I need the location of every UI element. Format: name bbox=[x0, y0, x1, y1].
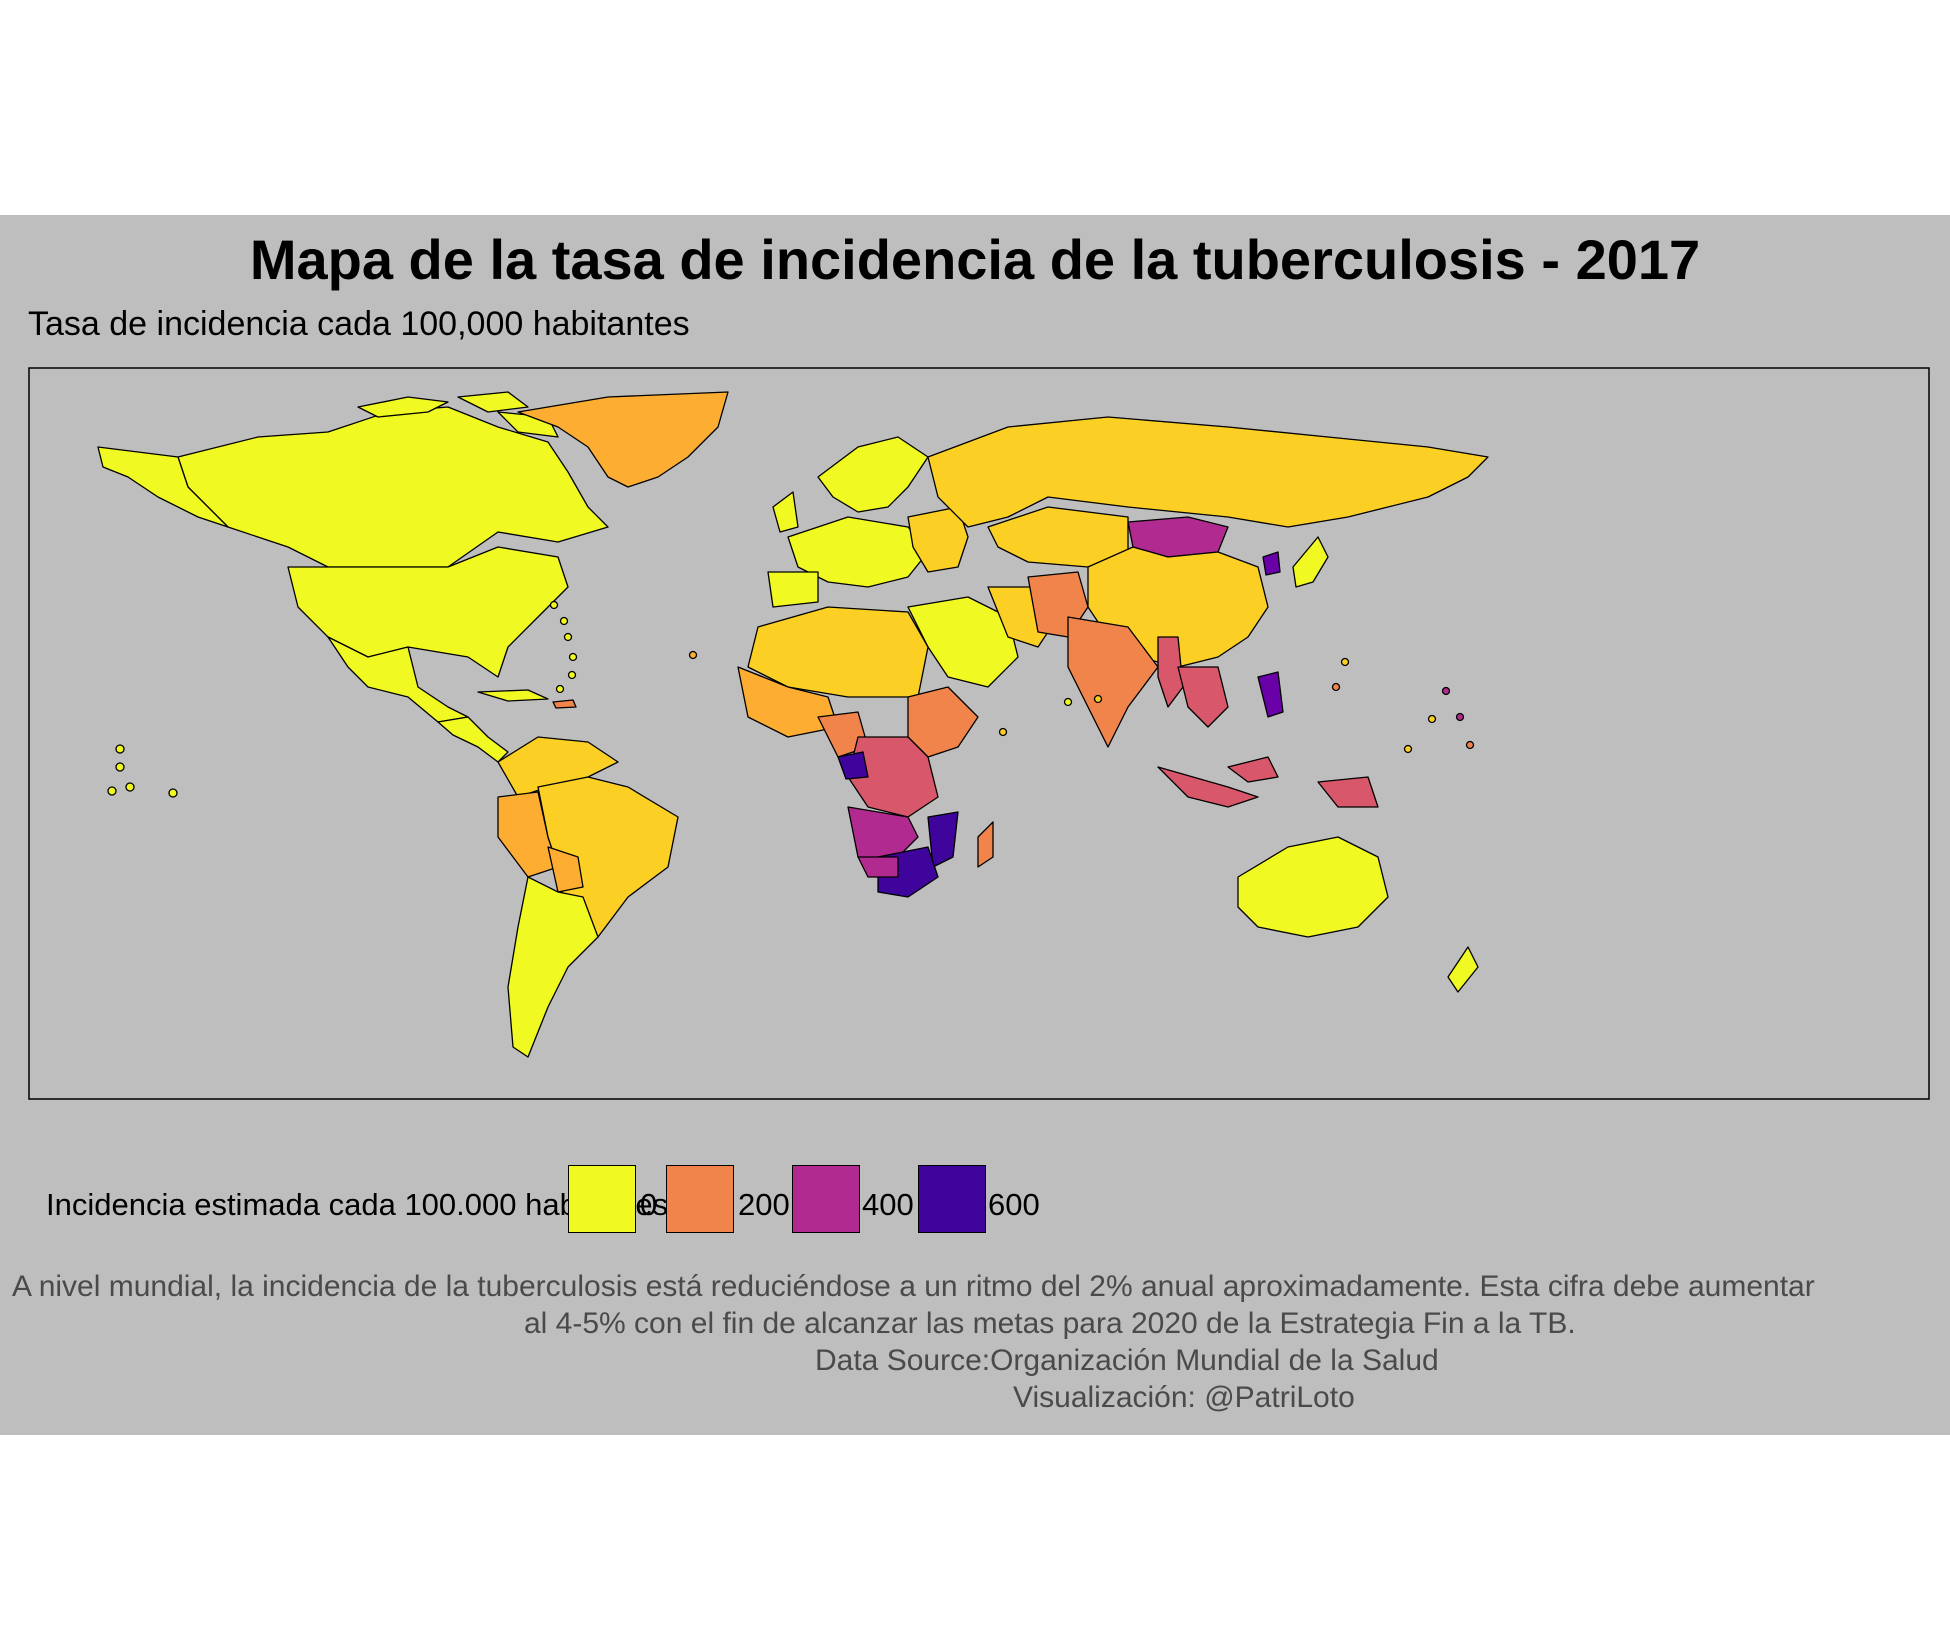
island-marker bbox=[555, 684, 565, 694]
legend-swatch-0 bbox=[568, 1165, 636, 1233]
chart-subtitle: Tasa de incidencia cada 100,000 habitant… bbox=[28, 305, 690, 343]
region-bolivia bbox=[547, 846, 584, 893]
region-central-america bbox=[437, 716, 509, 763]
region-japan bbox=[1292, 536, 1329, 588]
island-marker bbox=[1403, 744, 1413, 754]
island-marker bbox=[115, 744, 125, 754]
region-greenland bbox=[517, 391, 729, 488]
region-myanmar bbox=[1157, 636, 1184, 708]
region-southeast-asia bbox=[1177, 666, 1229, 728]
region-india bbox=[1067, 616, 1159, 748]
region-north-korea bbox=[1262, 551, 1281, 576]
region-mozambique bbox=[927, 811, 959, 868]
region-central-africa bbox=[847, 736, 939, 818]
region-middle-east bbox=[907, 596, 1019, 688]
region-philippines bbox=[1257, 671, 1284, 718]
region-haiti bbox=[552, 699, 577, 709]
legend-title: Incidencia estimada cada 100.000 habitan… bbox=[46, 1187, 669, 1222]
region-papua-new-guinea bbox=[1317, 776, 1379, 808]
legend-label-0: 0 bbox=[640, 1187, 658, 1222]
island-marker bbox=[125, 782, 135, 792]
region-iberia bbox=[767, 571, 819, 608]
caption-line-4: Visualización: @PatriLoto bbox=[1013, 1381, 1355, 1414]
region-madagascar bbox=[977, 821, 994, 868]
region-scandinavia bbox=[817, 436, 929, 513]
island-marker bbox=[688, 650, 698, 660]
region-uk bbox=[772, 491, 799, 533]
legend-label-400: 400 bbox=[862, 1187, 914, 1222]
region-russia bbox=[927, 416, 1489, 528]
island-marker bbox=[998, 727, 1008, 737]
island-marker bbox=[115, 762, 125, 772]
world-map bbox=[28, 367, 1930, 1100]
region-argentina-chile bbox=[507, 876, 599, 1058]
island-marker bbox=[1093, 694, 1103, 704]
legend-label-600: 600 bbox=[988, 1187, 1040, 1222]
legend-swatch-600 bbox=[918, 1165, 986, 1233]
caption-line-2: al 4-5% con el fin de alcanzar las metas… bbox=[524, 1307, 1576, 1340]
island-marker bbox=[568, 652, 578, 662]
caption-line-3: Data Source:Organización Mundial de la S… bbox=[815, 1344, 1439, 1377]
island-marker bbox=[567, 670, 577, 680]
island-marker bbox=[1455, 712, 1465, 722]
plot-panel: Mapa de la tasa de incidencia de la tube… bbox=[0, 215, 1950, 1435]
legend-swatch-400 bbox=[792, 1165, 860, 1233]
island-marker bbox=[107, 786, 117, 796]
legend-label-200: 200 bbox=[738, 1187, 790, 1222]
island-marker bbox=[1441, 686, 1451, 696]
region-cuba bbox=[477, 689, 549, 702]
caption-line-1: A nivel mundial, la incidencia de la tub… bbox=[12, 1270, 1815, 1303]
region-australia bbox=[1237, 836, 1389, 938]
legend-swatch-200 bbox=[666, 1165, 734, 1233]
island-marker bbox=[559, 616, 569, 626]
island-marker bbox=[563, 632, 573, 642]
region-namibia-botswana bbox=[857, 856, 899, 878]
island-marker bbox=[1465, 740, 1475, 750]
island-marker bbox=[549, 600, 559, 610]
chart-title: Mapa de la tasa de incidencia de la tube… bbox=[249, 228, 1701, 291]
region-new-zealand bbox=[1447, 946, 1479, 993]
island-marker bbox=[1340, 657, 1350, 667]
island-marker bbox=[1427, 714, 1437, 724]
region-indonesia bbox=[1157, 756, 1279, 808]
legend: Incidencia estimada cada 100.000 habitan… bbox=[0, 1165, 1950, 1245]
island-marker bbox=[1063, 697, 1073, 707]
island-marker bbox=[1331, 682, 1341, 692]
region-alaska bbox=[97, 446, 229, 528]
island-marker bbox=[168, 788, 178, 798]
region-congo bbox=[837, 751, 869, 780]
